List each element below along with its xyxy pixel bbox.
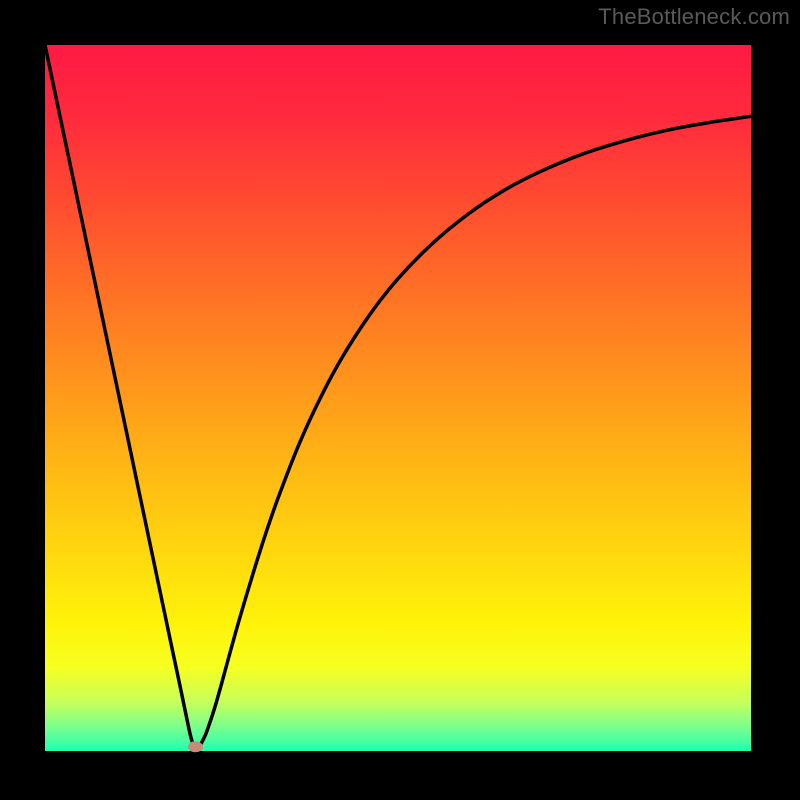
plot-background [45, 45, 751, 751]
optimal-point-marker [188, 741, 203, 752]
bottleneck-chart: TheBottleneck.com [0, 0, 800, 800]
watermark-text: TheBottleneck.com [598, 4, 790, 30]
chart-svg [0, 0, 800, 800]
